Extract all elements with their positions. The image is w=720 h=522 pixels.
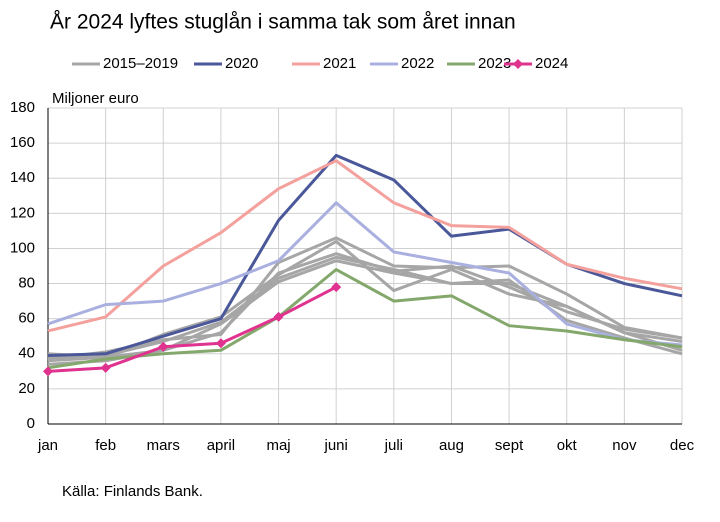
y-tick-label: 120 [10,204,35,221]
y-tick-label: 0 [27,415,35,432]
marker [331,282,342,293]
marker [215,338,226,349]
x-tick-label: mars [147,437,180,454]
x-tick-label: feb [95,437,116,454]
y-tick-label: 80 [18,275,35,292]
x-tick-label: nov [612,437,637,454]
x-tick-label: aug [439,437,464,454]
y-tick-label: 20 [18,380,35,397]
y-tick-label: 40 [18,345,35,362]
source: Källa: Finlands Bank. [62,483,203,500]
legend-label: 2024 [535,55,568,72]
x-tick-label: juni [324,437,348,454]
x-tick-label: okt [557,437,578,454]
series-line [47,201,683,347]
legend-label: 2015–2019 [103,55,178,72]
y-tick-label: 140 [10,169,35,186]
x-tick-label: april [207,437,235,454]
x-tick-label: juli [384,437,403,454]
series-line [47,285,337,373]
y-tick-label: 160 [10,134,35,151]
y-axis-label: Miljoner euro [52,90,139,107]
legend-label: 2022 [401,55,434,72]
marker [158,341,169,352]
x-tick-label: jan [37,437,58,454]
chart-title: År 2024 lyftes stuglån i samma tak som å… [50,11,516,34]
y-tick-label: 100 [10,239,35,256]
series-line [47,252,683,366]
series-line [47,236,683,361]
marker [273,311,284,322]
series-line [47,159,683,333]
marker [100,362,111,373]
legend-label: 2020 [225,55,258,72]
x-tick-label: sept [495,437,524,454]
x-tick-label: dec [670,437,695,454]
series-line [47,268,683,370]
legend-label: 2021 [323,55,356,72]
marker [43,366,53,377]
y-tick-label: 180 [10,99,35,116]
x-tick-label: maj [266,437,290,454]
legend-marker [513,59,523,69]
legend-label: 2023 [478,55,511,72]
y-tick-label: 60 [18,310,35,327]
